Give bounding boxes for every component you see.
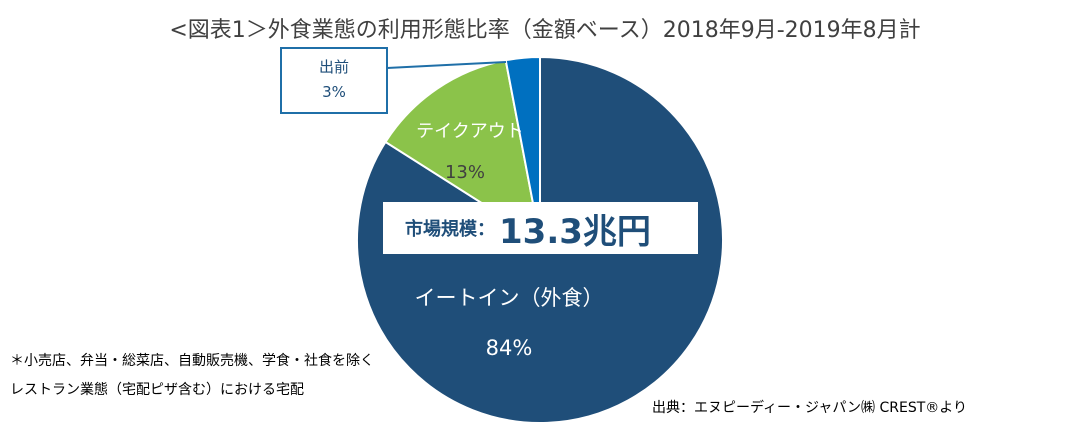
slice-label-takeout: テイクアウト: [416, 121, 524, 142]
market-size-value: 13.3兆円: [499, 211, 651, 252]
market-size-label: 市場規模：: [405, 219, 495, 240]
footnote: ＊小売店、弁当・総菜店、自動販売機、学食・社食を除くレストラン業態（宅配ピザ含む…: [10, 353, 374, 398]
callout-box-delivery: [280, 47, 388, 114]
slice-value-delivery: 3%: [322, 83, 346, 101]
slice-value-eat-in: 84%: [486, 336, 533, 360]
slice-label-eat-in: イートイン（外食）: [415, 286, 604, 310]
source-note: 出典：エヌピーディー・ジャパン㈱ CREST®より: [652, 400, 967, 416]
market-size-box: 市場規模： 13.3兆円: [383, 202, 698, 254]
chart-title: <図表1＞外食業態の利用形態比率（金額ベース）2018年9月-2019年8月計: [169, 18, 921, 43]
callout-leader-line: [386, 61, 507, 69]
slice-label-delivery: 出前: [319, 58, 349, 76]
slice-delivery: [504, 55, 541, 241]
slice-value-takeout: 13%: [445, 162, 485, 183]
